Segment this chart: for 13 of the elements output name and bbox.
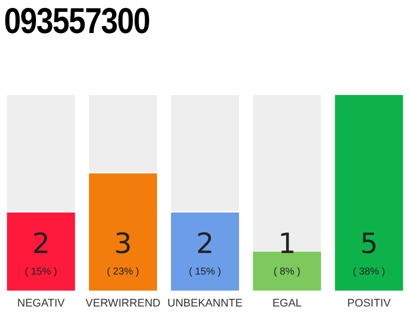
bar — [334, 95, 404, 291]
data-label: 1 ( 8% ) — [274, 227, 300, 278]
x-tick-label: VERWIRREND — [86, 297, 161, 310]
chart-title: 093557300 — [4, 0, 150, 42]
data-label: 2 ( 15% ) — [24, 227, 58, 278]
x-tick-label: UNBEKANNTE — [167, 297, 243, 310]
x-tick-label: NEGATIV — [17, 297, 66, 310]
data-label: 3 ( 23% ) — [106, 227, 140, 278]
data-label: 2 ( 15% ) — [188, 227, 222, 278]
bar — [252, 252, 322, 291]
data-label: 5 ( 38% ) — [352, 227, 386, 278]
x-tick-label: EGAL — [272, 297, 302, 310]
x-tick-label: POSITIV — [347, 297, 392, 310]
